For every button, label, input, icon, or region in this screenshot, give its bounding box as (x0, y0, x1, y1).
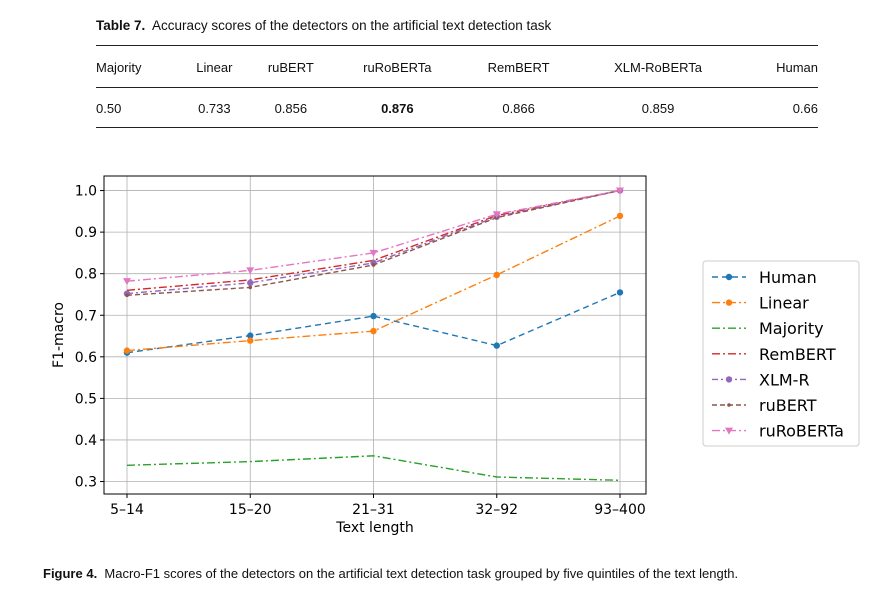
figure-caption: Figure 4. Macro-F1 scores of the detecto… (43, 566, 738, 581)
data-point-ruroberta (369, 249, 378, 257)
data-point-ruroberta (123, 278, 131, 286)
col-header: ruBERT (267, 60, 314, 75)
series-line-ruroberta (126, 189, 621, 282)
x-tick-label: 5–14 (110, 502, 144, 518)
figure-caption-text: Macro-F1 scores of the detectors on the … (104, 566, 739, 581)
accuracy-table: Majority Linear ruBERT ruRoBERTa RemBERT… (96, 45, 818, 128)
data-point-human (247, 332, 254, 339)
x-tick-label: 21–31 (352, 502, 395, 518)
legend-label-xlm-r: XLM-R (759, 370, 810, 389)
table-row: 0.50 0.733 0.856 0.876 0.866 0.859 0.66 (96, 88, 818, 128)
series-line-human (126, 291, 621, 354)
series-line-rembert (126, 189, 621, 291)
table-cell: 0.856 (274, 101, 308, 116)
figure-label: Figure 4. (43, 566, 98, 581)
legend-label-majority: Majority (759, 319, 824, 338)
x-tick-label: 15–20 (229, 502, 272, 518)
legend-marker-human (725, 273, 733, 281)
table-caption: Table 7. Accuracy scores of the detector… (96, 18, 818, 33)
legend-label-rembert: RemBERT (759, 345, 836, 364)
col-header: Majority (96, 60, 142, 75)
y-axis-label: F1-macro (51, 302, 67, 368)
data-point-rubert (248, 285, 253, 290)
y-tick-label: 0.3 (75, 475, 97, 491)
data-point-ruroberta (616, 187, 624, 195)
table-header-row: Majority Linear ruBERT ruRoBERTa RemBERT… (96, 45, 818, 88)
table-caption-text: Accuracy scores of the detectors on the … (152, 18, 552, 33)
data-point-linear (247, 337, 254, 344)
data-point-human (370, 312, 377, 320)
legend-label-human: Human (759, 268, 817, 287)
table-cell: 0.866 (502, 101, 535, 116)
data-point-linear (123, 347, 131, 354)
data-point-linear (370, 327, 377, 335)
col-header: XLM-RoBERTa (614, 60, 703, 75)
y-tick-label: 0.6 (75, 350, 97, 366)
data-point-linear (616, 212, 624, 220)
data-point-human (493, 342, 500, 349)
col-header: Human (776, 60, 818, 75)
table-cell: 0.66 (792, 101, 818, 116)
legend-label-rubert: ruBERT (759, 396, 817, 415)
legend-marker-ruroberta (725, 427, 733, 435)
y-tick-label: 1.0 (75, 184, 97, 200)
col-header: RemBERT (487, 60, 550, 75)
data-point-ruroberta (246, 267, 255, 275)
table-cell-best: 0.876 (381, 101, 414, 116)
plot-frame (103, 175, 647, 495)
series-line-majority (126, 455, 621, 481)
data-point-xlm-r (247, 279, 254, 287)
table-cell: 0.50 (96, 101, 122, 116)
data-point-human (616, 289, 624, 296)
y-tick-label: 0.9 (75, 225, 97, 241)
y-tick-label: 0.5 (75, 391, 97, 407)
legend-marker-rubert (727, 403, 731, 407)
legend-marker-linear (725, 299, 733, 306)
data-point-ruroberta (492, 211, 501, 219)
col-header: ruRoBERTa (363, 60, 432, 75)
table-cell: 0.859 (641, 101, 675, 116)
legend-box (702, 260, 860, 447)
y-tick-label: 0.7 (75, 308, 97, 324)
x-tick-label: 32–92 (475, 502, 518, 518)
y-tick-label: 0.4 (75, 433, 97, 449)
data-point-rubert (371, 263, 376, 267)
legend-label-ruroberta: ruRoBERTa (759, 422, 844, 441)
data-point-rubert (125, 293, 129, 298)
legend-label-linear: Linear (759, 294, 809, 313)
legend-marker-xlm-r (725, 376, 733, 383)
table-cell: 0.733 (198, 101, 231, 116)
col-header: Linear (196, 60, 233, 75)
y-tick-label: 0.8 (75, 267, 97, 283)
table-label: Table 7. (96, 18, 146, 33)
data-point-linear (493, 271, 500, 279)
x-axis-label: Text length (335, 520, 413, 536)
x-tick-label: 93–400 (594, 502, 646, 518)
results-table-block: Table 7. Accuracy scores of the detector… (96, 14, 818, 128)
